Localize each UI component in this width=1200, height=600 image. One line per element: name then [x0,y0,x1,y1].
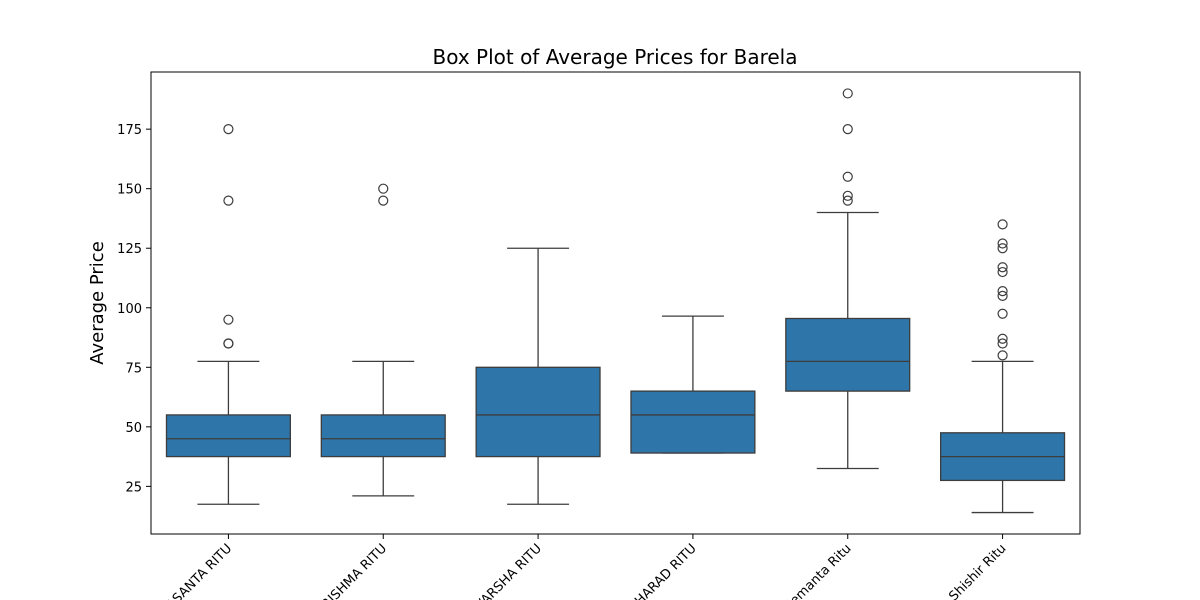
outlier-point [223,314,234,325]
outlier-point [997,285,1008,297]
outlier-point [378,183,389,194]
plot-area: 25 50 75 100 125 150 175 VASANTA RITU GRISHMA RI… [117,88,1066,600]
outlier-point [997,290,1008,301]
outlier-point [842,88,853,99]
outlier-point [223,124,234,135]
x-tick-label: Hemanta Ritu [780,541,854,600]
outlier-point [223,338,234,349]
y-tick-label: 150 [117,183,142,198]
plot-frame [150,71,1081,535]
box-iqr [475,366,601,458]
y-axis-label: Average Price [87,241,108,365]
outlier-point [842,171,853,182]
chart-title: Box Plot of Average Prices for Barela [432,45,797,69]
outlier-point [997,308,1008,319]
x-tick-label: GRISHMA RITU [312,541,390,600]
x-tick-label: SHARAD RITU [626,541,699,600]
x-tick-label: VASANTA RITU [158,541,235,600]
outlier-point [997,262,1008,273]
outlier-point [842,195,853,206]
outlier-point [378,195,389,206]
box-iqr [785,317,911,392]
outlier-point [997,266,1008,278]
y-tick-label: 75 [125,361,142,376]
y-tick-label: 25 [125,480,142,495]
x-tick-label: VARSHA RITU [473,541,545,600]
outlier-point [997,350,1008,361]
x-tick-label: Shishir Ritu [946,541,1009,600]
outlier-point [997,243,1008,254]
outlier-point [223,195,234,206]
outlier-point [997,333,1008,344]
outlier-point [842,190,853,201]
box-iqr [165,414,292,458]
y-tick-label: 100 [117,302,142,317]
outlier-point [842,124,853,135]
y-tick-label: 175 [117,123,142,138]
box-iqr [320,414,446,458]
box-iqr [630,390,756,454]
y-tick-label: 125 [117,242,142,257]
outlier-point [997,238,1008,249]
outlier-point [997,338,1008,349]
outlier-point [997,219,1008,230]
y-tick-label: 50 [125,421,142,436]
